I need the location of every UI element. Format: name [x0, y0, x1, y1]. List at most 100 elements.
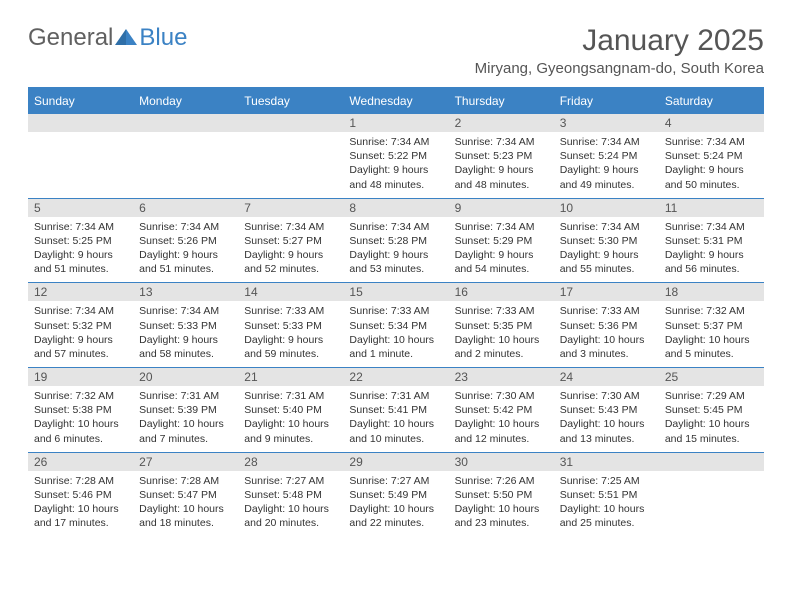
day-cell: 6Sunrise: 7:34 AMSunset: 5:26 PMDaylight… — [133, 199, 238, 283]
daylight-text: Daylight: 9 hours — [244, 248, 337, 262]
day-number: 27 — [133, 453, 238, 471]
dow-friday: Friday — [554, 89, 659, 113]
daylight-text: and 15 minutes. — [665, 432, 758, 446]
daylight-text: and 12 minutes. — [455, 432, 548, 446]
calendar: Sunday Monday Tuesday Wednesday Thursday… — [28, 87, 764, 536]
dow-saturday: Saturday — [659, 89, 764, 113]
sunrise-text: Sunrise: 7:27 AM — [244, 474, 337, 488]
sunrise-text: Sunrise: 7:32 AM — [34, 389, 127, 403]
week-row: 19Sunrise: 7:32 AMSunset: 5:38 PMDayligh… — [28, 367, 764, 452]
day-number: 4 — [659, 114, 764, 132]
day-cell: 28Sunrise: 7:27 AMSunset: 5:48 PMDayligh… — [238, 453, 343, 537]
sunrise-text: Sunrise: 7:34 AM — [455, 220, 548, 234]
sunset-text: Sunset: 5:27 PM — [244, 234, 337, 248]
daylight-text: Daylight: 10 hours — [349, 333, 442, 347]
sunrise-text: Sunrise: 7:29 AM — [665, 389, 758, 403]
day-number: 20 — [133, 368, 238, 386]
sunrise-text: Sunrise: 7:30 AM — [560, 389, 653, 403]
sunset-text: Sunset: 5:32 PM — [34, 319, 127, 333]
sunset-text: Sunset: 5:31 PM — [665, 234, 758, 248]
sunrise-text: Sunrise: 7:34 AM — [349, 220, 442, 234]
day-cell: 19Sunrise: 7:32 AMSunset: 5:38 PMDayligh… — [28, 368, 133, 452]
day-number: 17 — [554, 283, 659, 301]
weeks-container: 1Sunrise: 7:34 AMSunset: 5:22 PMDaylight… — [28, 113, 764, 536]
daylight-text: and 3 minutes. — [560, 347, 653, 361]
day-cell: 4Sunrise: 7:34 AMSunset: 5:24 PMDaylight… — [659, 114, 764, 198]
day-cell: 16Sunrise: 7:33 AMSunset: 5:35 PMDayligh… — [449, 283, 554, 367]
daylight-text: and 49 minutes. — [560, 178, 653, 192]
day-cell: 7Sunrise: 7:34 AMSunset: 5:27 PMDaylight… — [238, 199, 343, 283]
day-cell: 8Sunrise: 7:34 AMSunset: 5:28 PMDaylight… — [343, 199, 448, 283]
day-number: 9 — [449, 199, 554, 217]
daylight-text: and 1 minute. — [349, 347, 442, 361]
dow-thursday: Thursday — [449, 89, 554, 113]
sunrise-text: Sunrise: 7:26 AM — [455, 474, 548, 488]
dow-tuesday: Tuesday — [238, 89, 343, 113]
day-number: 15 — [343, 283, 448, 301]
sunset-text: Sunset: 5:26 PM — [139, 234, 232, 248]
day-cell: 30Sunrise: 7:26 AMSunset: 5:50 PMDayligh… — [449, 453, 554, 537]
daylight-text: and 6 minutes. — [34, 432, 127, 446]
daylight-text: and 23 minutes. — [455, 516, 548, 530]
daylight-text: and 9 minutes. — [244, 432, 337, 446]
sunset-text: Sunset: 5:22 PM — [349, 149, 442, 163]
day-cell — [238, 114, 343, 198]
sunset-text: Sunset: 5:40 PM — [244, 403, 337, 417]
logo-text-a: General — [28, 24, 113, 52]
sunrise-text: Sunrise: 7:31 AM — [244, 389, 337, 403]
daylight-text: and 56 minutes. — [665, 262, 758, 276]
daylight-text: and 17 minutes. — [34, 516, 127, 530]
daylight-text: Daylight: 9 hours — [349, 163, 442, 177]
sunset-text: Sunset: 5:41 PM — [349, 403, 442, 417]
sunrise-text: Sunrise: 7:32 AM — [665, 304, 758, 318]
sunset-text: Sunset: 5:46 PM — [34, 488, 127, 502]
daylight-text: and 52 minutes. — [244, 262, 337, 276]
daylight-text: Daylight: 9 hours — [665, 248, 758, 262]
daylight-text: and 54 minutes. — [455, 262, 548, 276]
day-cell: 25Sunrise: 7:29 AMSunset: 5:45 PMDayligh… — [659, 368, 764, 452]
sunset-text: Sunset: 5:29 PM — [455, 234, 548, 248]
logo-mark-icon — [115, 24, 137, 52]
daylight-text: Daylight: 10 hours — [34, 502, 127, 516]
daylight-text: and 18 minutes. — [139, 516, 232, 530]
day-number: 28 — [238, 453, 343, 471]
daylight-text: and 48 minutes. — [349, 178, 442, 192]
sunrise-text: Sunrise: 7:34 AM — [139, 220, 232, 234]
daylight-text: and 25 minutes. — [560, 516, 653, 530]
week-row: 26Sunrise: 7:28 AMSunset: 5:46 PMDayligh… — [28, 452, 764, 537]
day-number: 18 — [659, 283, 764, 301]
day-cell: 27Sunrise: 7:28 AMSunset: 5:47 PMDayligh… — [133, 453, 238, 537]
daylight-text: Daylight: 10 hours — [349, 417, 442, 431]
sunrise-text: Sunrise: 7:33 AM — [244, 304, 337, 318]
daylight-text: Daylight: 10 hours — [34, 417, 127, 431]
logo-text-b: Blue — [139, 24, 187, 52]
dow-monday: Monday — [133, 89, 238, 113]
day-cell: 26Sunrise: 7:28 AMSunset: 5:46 PMDayligh… — [28, 453, 133, 537]
sunset-text: Sunset: 5:24 PM — [560, 149, 653, 163]
sunset-text: Sunset: 5:42 PM — [455, 403, 548, 417]
sunrise-text: Sunrise: 7:31 AM — [139, 389, 232, 403]
daylight-text: Daylight: 9 hours — [560, 248, 653, 262]
day-cell — [659, 453, 764, 537]
sunrise-text: Sunrise: 7:33 AM — [349, 304, 442, 318]
day-number: 11 — [659, 199, 764, 217]
sunset-text: Sunset: 5:45 PM — [665, 403, 758, 417]
sunrise-text: Sunrise: 7:25 AM — [560, 474, 653, 488]
day-cell: 17Sunrise: 7:33 AMSunset: 5:36 PMDayligh… — [554, 283, 659, 367]
day-cell: 11Sunrise: 7:34 AMSunset: 5:31 PMDayligh… — [659, 199, 764, 283]
day-number: 30 — [449, 453, 554, 471]
daylight-text: and 10 minutes. — [349, 432, 442, 446]
day-cell: 29Sunrise: 7:27 AMSunset: 5:49 PMDayligh… — [343, 453, 448, 537]
daylight-text: and 59 minutes. — [244, 347, 337, 361]
day-cell: 20Sunrise: 7:31 AMSunset: 5:39 PMDayligh… — [133, 368, 238, 452]
day-cell: 31Sunrise: 7:25 AMSunset: 5:51 PMDayligh… — [554, 453, 659, 537]
sunrise-text: Sunrise: 7:34 AM — [455, 135, 548, 149]
day-cell: 23Sunrise: 7:30 AMSunset: 5:42 PMDayligh… — [449, 368, 554, 452]
sunrise-text: Sunrise: 7:34 AM — [34, 304, 127, 318]
day-number: 24 — [554, 368, 659, 386]
dow-sunday: Sunday — [28, 89, 133, 113]
sunrise-text: Sunrise: 7:34 AM — [34, 220, 127, 234]
daylight-text: and 50 minutes. — [665, 178, 758, 192]
day-cell: 5Sunrise: 7:34 AMSunset: 5:25 PMDaylight… — [28, 199, 133, 283]
daylight-text: and 53 minutes. — [349, 262, 442, 276]
